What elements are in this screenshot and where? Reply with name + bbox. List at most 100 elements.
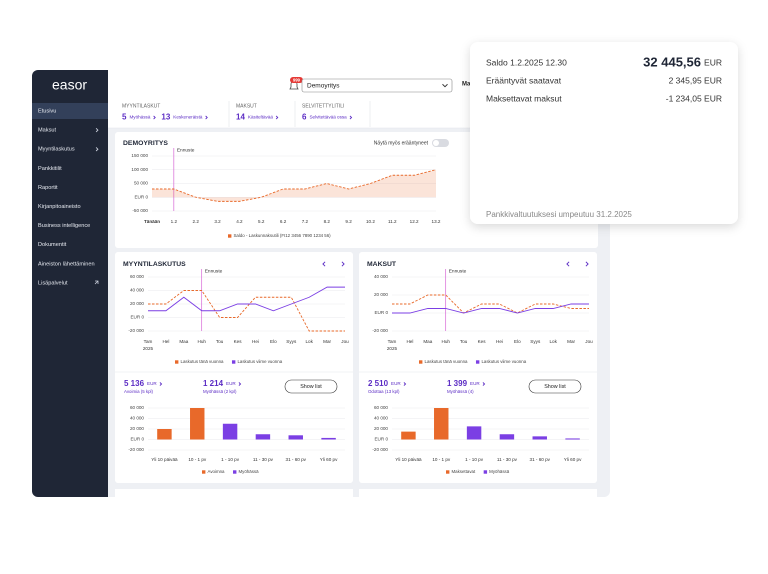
card: [115, 252, 353, 483]
summary-amount[interactable]: 2 510: [368, 379, 389, 388]
legend-label: Maksettavat: [452, 469, 476, 474]
bar: [190, 408, 205, 440]
summary-currency: EUR: [470, 381, 480, 386]
x-tick-label: Lok: [549, 339, 557, 344]
tile-title: MYYNTILASKUT: [122, 103, 160, 109]
x-tick-label: 11.2: [388, 219, 397, 224]
badge-bg: [290, 77, 303, 83]
y-tick-label: 20 000: [130, 301, 144, 306]
chevron-icon: [275, 115, 279, 120]
y-tick-label: -20 000: [372, 328, 388, 333]
x-tick-label: 1.2: [171, 219, 178, 224]
y-tick-label: -20 000: [128, 447, 144, 452]
x-tick-label: Yli 60 pv: [564, 457, 582, 462]
saldo-currency: EUR: [704, 57, 722, 67]
show-list-button[interactable]: [284, 379, 338, 394]
tile-count[interactable]: 6: [302, 113, 307, 122]
bar: [434, 408, 449, 440]
tile-label[interactable]: Myöhässä: [129, 115, 150, 120]
forecast-label: Ennuste: [449, 268, 467, 274]
nav-item[interactable]: Myyntilaskutus: [38, 147, 75, 153]
x-tick-label: Hei: [496, 339, 503, 344]
legend-swatch: [475, 360, 480, 364]
x-tick-label: 1 - 10 pv: [221, 457, 240, 462]
legend-swatch: [231, 360, 236, 364]
company-select[interactable]: [301, 78, 453, 93]
card: [359, 252, 597, 483]
x-tick-label: 13.2: [432, 219, 441, 224]
popup-row-value: 2 345,95 EUR: [669, 75, 722, 85]
bar: [255, 434, 271, 440]
nav-item[interactable]: Dokumentit: [38, 242, 67, 248]
tile-count[interactable]: 13: [161, 113, 170, 122]
x-tick-label: Jou: [585, 339, 593, 344]
nav-item[interactable]: Maksut: [38, 128, 56, 134]
nav-item[interactable]: Kirjanpitoaineisto: [38, 204, 81, 210]
x-tick-label: Yli 60 pv: [320, 457, 338, 462]
popup-row-label: Maksettavat maksut: [486, 93, 562, 103]
y-tick-label: 50 000: [134, 181, 148, 186]
y-tick-label: 60 000: [374, 405, 388, 410]
forecast-label: Ennuste: [177, 147, 195, 153]
nav-item[interactable]: Raportit: [38, 185, 58, 191]
legend-swatch: [483, 470, 488, 474]
x-tick-label: 7.2: [302, 219, 309, 224]
tile-label[interactable]: Keskeneräistä: [173, 115, 203, 120]
nav-item[interactable]: Business intelligence: [38, 223, 90, 229]
x-tick-label: Tou: [216, 339, 224, 344]
bar: [565, 438, 580, 440]
area: [152, 169, 436, 202]
button-label[interactable]: Show list: [300, 384, 322, 390]
chevron-icon: [341, 261, 345, 267]
popup-footer: Pankkivaltuutuksesi umpeutuu 31.2.2025: [486, 210, 632, 219]
saldo-amount: 32 445,56: [643, 54, 701, 69]
summary-amount[interactable]: 1 399: [447, 379, 468, 388]
summary-label: Myöhässä (2 kpl): [203, 389, 237, 394]
line: [148, 286, 345, 312]
x-tick-label: 10 - 1 pv: [188, 457, 207, 462]
x-tick-label: 12.2: [410, 219, 419, 224]
summary-amount[interactable]: 1 214: [203, 379, 224, 388]
nav-item[interactable]: Aineiston lähettäminen: [38, 261, 95, 267]
y-tick-label: 40 000: [130, 288, 144, 293]
x-tick-label: 4.2: [236, 219, 243, 224]
y-tick-label: 20 000: [374, 292, 388, 297]
legend-swatch: [233, 470, 237, 474]
line: [148, 290, 345, 332]
nav-item[interactable]: Lisäpalvelut: [38, 280, 68, 286]
x-tick-label: Hel: [406, 339, 413, 344]
button-label[interactable]: Show list: [544, 384, 566, 390]
user-name: Ma: [462, 82, 471, 88]
x-tick-label: Kes: [234, 339, 243, 344]
tile-count[interactable]: 5: [122, 113, 127, 122]
x-tick-label: Tänään: [144, 219, 160, 224]
x-tick-label: Kes: [478, 339, 487, 344]
x-tick-label: 10.2: [366, 219, 375, 224]
x-tick-label: Elo: [514, 339, 521, 344]
summary-amount[interactable]: 5 136: [124, 379, 145, 388]
tile-label[interactable]: Selvitettävää ossa: [309, 115, 347, 120]
bar: [222, 423, 238, 440]
chevron-icon: [95, 127, 99, 133]
x-tick-label: 6.2: [280, 219, 287, 224]
toggle-knob: [433, 140, 439, 146]
line: [392, 303, 589, 314]
x-tick-label: Tam: [388, 339, 397, 344]
chevron-icon: [566, 261, 570, 267]
legend-label: Myöhässä: [489, 469, 510, 474]
show-list-button[interactable]: [528, 379, 582, 394]
nav-item[interactable]: Pankkitilit: [38, 166, 62, 172]
summary-currency: EUR: [391, 381, 401, 386]
card-title: MAKSUT: [367, 261, 397, 268]
x-tick-label: Maa: [423, 339, 432, 344]
bar: [401, 431, 416, 440]
x-tick-label: 3.2: [214, 219, 221, 224]
nav-item[interactable]: Etusivu: [38, 108, 56, 114]
tile-label[interactable]: Käsiteltävää: [248, 115, 273, 120]
tile-count[interactable]: 14: [236, 113, 245, 122]
x-tick-label: Elo: [270, 339, 277, 344]
bar: [157, 429, 172, 440]
legend-label: Saldo - Laskunnaksutili (FI12 3456 7890 …: [234, 233, 332, 238]
